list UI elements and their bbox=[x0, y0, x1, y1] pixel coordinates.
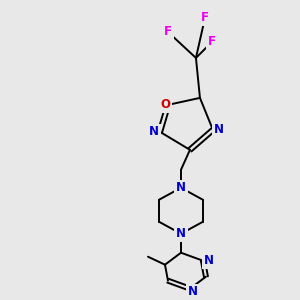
Text: O: O bbox=[160, 98, 170, 111]
Text: N: N bbox=[214, 123, 224, 136]
Text: N: N bbox=[176, 227, 186, 240]
Text: N: N bbox=[176, 181, 186, 194]
Text: N: N bbox=[149, 125, 159, 138]
Text: F: F bbox=[164, 26, 172, 38]
Text: N: N bbox=[204, 254, 214, 267]
Text: N: N bbox=[188, 285, 198, 298]
Text: F: F bbox=[201, 11, 209, 25]
Text: F: F bbox=[208, 35, 216, 49]
